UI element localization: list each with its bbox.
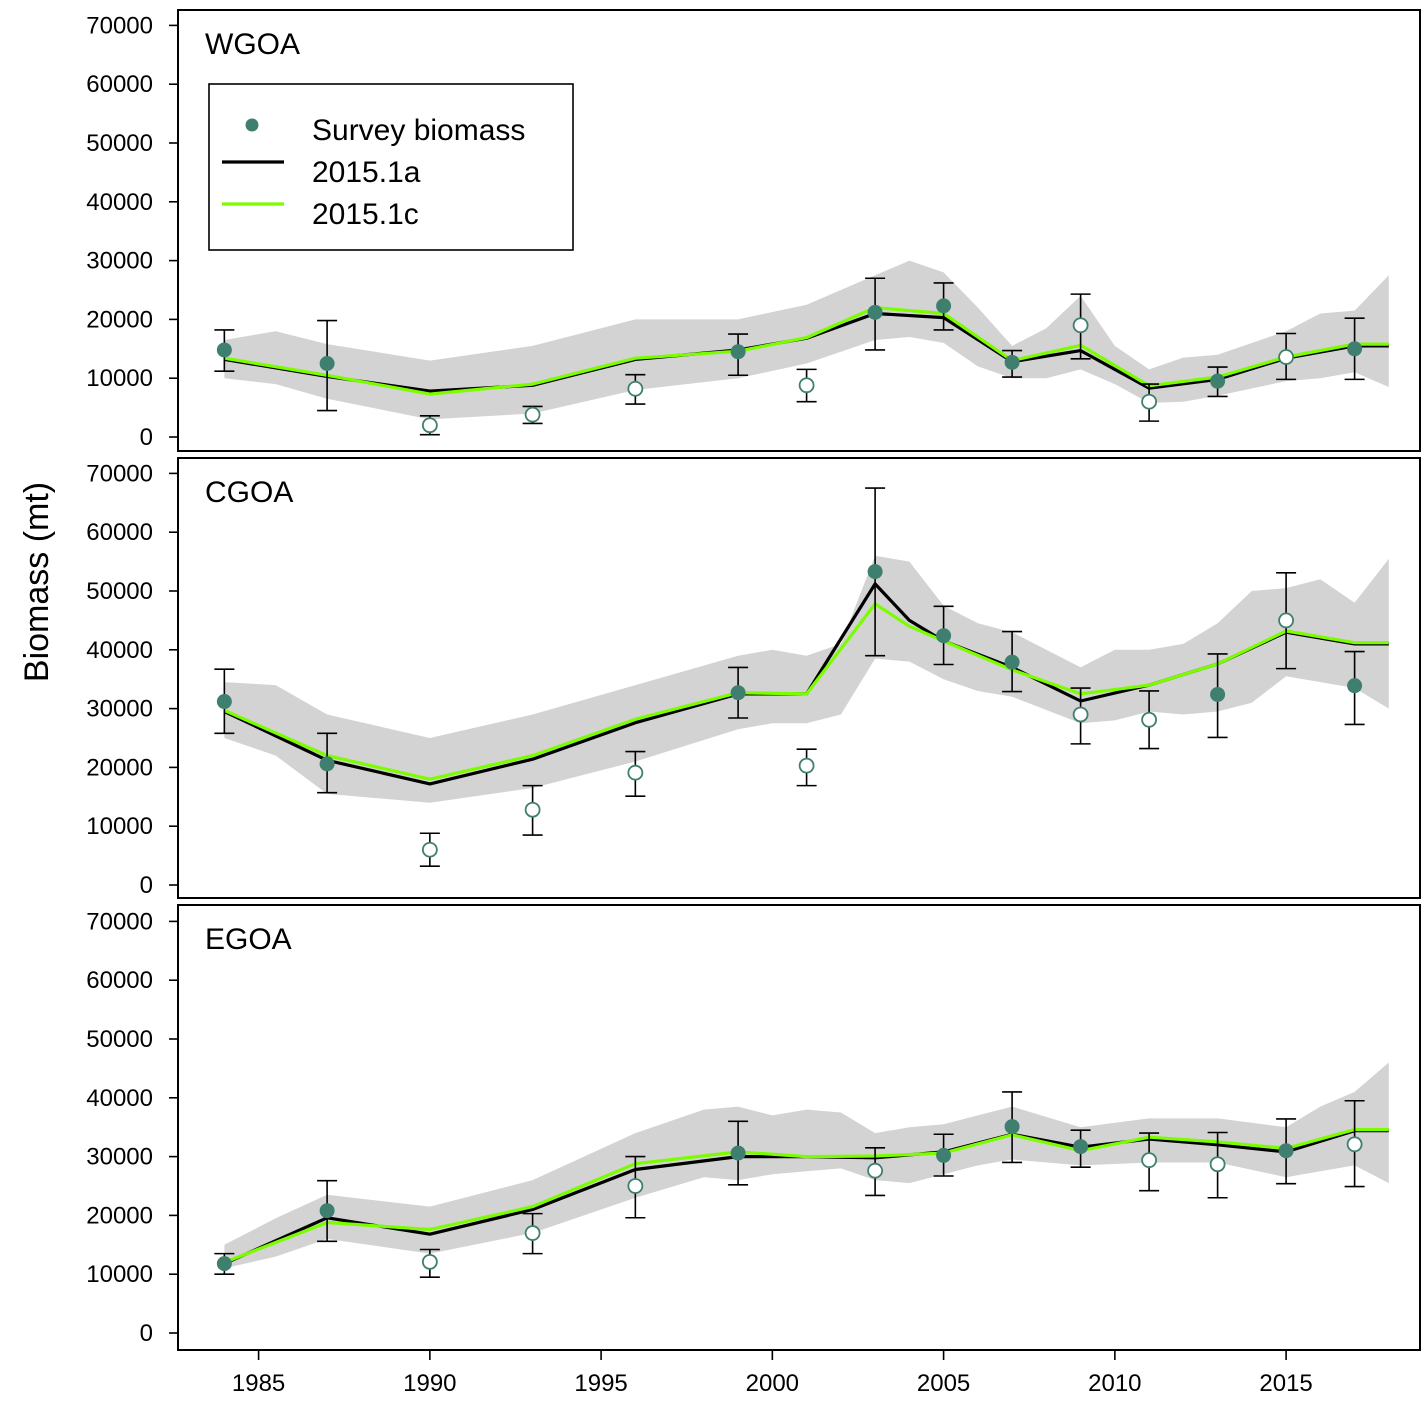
y-tick-label: 50000 (86, 130, 153, 157)
panel-frame (177, 9, 1421, 452)
survey-point-open (1072, 706, 1089, 723)
survey-point (1004, 654, 1020, 670)
survey-point (1347, 341, 1363, 357)
x-tick-label: 2015 (1259, 1370, 1312, 1397)
survey-point-open (1278, 349, 1294, 365)
panel-label: CGOA (205, 476, 293, 509)
y-tick-label: 40000 (86, 189, 153, 216)
x-tick-label: 1995 (574, 1370, 627, 1397)
panel-frame (177, 904, 1421, 1351)
survey-point-open (1141, 393, 1157, 410)
survey-point-open (524, 406, 541, 423)
series-line-2015-1c (223, 602, 1389, 781)
series-line-2015-1c (223, 1127, 1389, 1264)
panel-label: WGOA (205, 28, 300, 61)
confidence-band (224, 260, 1389, 420)
y-tick-label: 60000 (86, 967, 153, 994)
y-tick-label: 10000 (86, 365, 153, 392)
survey-point-open (627, 764, 644, 781)
y-tick-label: 0 (140, 872, 153, 899)
series-line-2015-1c (224, 306, 1389, 396)
legend-label: 2015.1a (312, 156, 421, 189)
survey-point (867, 564, 883, 580)
y-tick-label: 30000 (86, 248, 153, 275)
confidence-band (224, 1062, 1389, 1269)
panel-label: EGOA (205, 923, 292, 956)
legend-label: Survey biomass (312, 114, 525, 147)
survey-point (867, 304, 883, 320)
survey-point-open (627, 380, 644, 397)
survey-point (730, 685, 746, 701)
y-tick-label: 60000 (86, 519, 153, 546)
survey-point-open (524, 801, 541, 818)
survey-point (936, 1147, 952, 1163)
y-tick-label: 20000 (86, 1202, 153, 1229)
y-tick-label: 0 (140, 424, 153, 451)
y-tick-label: 70000 (86, 908, 153, 935)
y-tick-label: 10000 (86, 813, 153, 840)
y-tick-label: 30000 (86, 696, 153, 723)
survey-point (1004, 354, 1020, 370)
survey-point (216, 342, 232, 358)
confidence-band (224, 555, 1389, 803)
survey-point-open (627, 1178, 644, 1194)
y-tick-label: 20000 (86, 306, 153, 333)
survey-point (1210, 686, 1226, 702)
survey-point (216, 694, 232, 710)
survey-point-open (1278, 612, 1294, 629)
x-tick-label: 2000 (746, 1370, 799, 1397)
survey-point-open (1141, 1152, 1157, 1169)
y-tick-label: 70000 (86, 12, 153, 39)
survey-point-open (1072, 317, 1089, 334)
survey-point (319, 756, 335, 772)
y-tick-label: 40000 (86, 1085, 153, 1112)
legend-point-icon (245, 118, 259, 132)
survey-point (1004, 1119, 1020, 1135)
survey-point (216, 1256, 232, 1272)
survey-point (1347, 678, 1363, 694)
y-tick-label: 50000 (86, 578, 153, 605)
survey-point (936, 298, 952, 314)
y-axis-label: Biomass (mt) (18, 482, 56, 682)
x-tick-label: 1990 (403, 1370, 456, 1397)
survey-point-open (1141, 711, 1157, 728)
survey-point-open (421, 1253, 438, 1270)
survey-point (319, 356, 335, 371)
survey-point-open (421, 417, 438, 434)
survey-point (1278, 1143, 1294, 1159)
survey-point-open (1346, 1136, 1363, 1153)
y-tick-label: 0 (140, 1320, 153, 1347)
x-tick-label: 2010 (1088, 1370, 1141, 1397)
survey-point (1073, 1139, 1089, 1155)
survey-point-open (798, 757, 815, 774)
survey-point (936, 628, 952, 644)
y-tick-label: 20000 (86, 754, 153, 781)
survey-point-open (798, 377, 815, 394)
legend: Survey biomass 2015.1a 2015.1c (208, 83, 574, 251)
y-tick-label: 30000 (86, 1144, 153, 1171)
survey-point-open (421, 841, 438, 858)
y-tick-label: 40000 (86, 637, 153, 664)
panel-egoa: EGOA 0 10000 20000 30000 40000 50000 60000 70000 (86, 904, 1421, 1351)
panel-frame (177, 457, 1421, 899)
survey-point-open (867, 1162, 883, 1179)
y-tick-label: 50000 (86, 1026, 153, 1053)
y-tick-label: 60000 (86, 71, 153, 98)
y-tick-label: 70000 (86, 460, 153, 487)
legend-box (208, 83, 574, 251)
y-tick-label: 10000 (86, 1261, 153, 1288)
survey-point (1210, 373, 1226, 389)
survey-point-open (1209, 1156, 1226, 1173)
panel-wgoa: WGOA 0 10000 20000 30000 40000 50000 60000 70000 (86, 9, 1421, 452)
survey-point (730, 1145, 746, 1161)
panel-cgoa: CGOA 0 10000 20000 30000 40000 50000 60000 70000 (86, 457, 1421, 899)
survey-point (319, 1203, 335, 1219)
legend-label: 2015.1c (312, 198, 419, 231)
survey-point (730, 344, 746, 360)
x-tick-label: 2005 (917, 1370, 970, 1397)
survey-point-open (524, 1225, 541, 1241)
x-tick-label: 1985 (232, 1370, 285, 1397)
